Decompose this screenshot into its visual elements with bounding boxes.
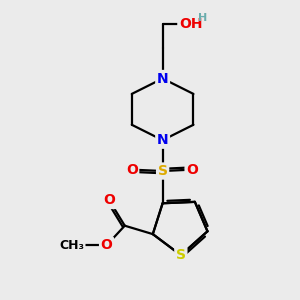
Text: S: S <box>158 164 168 178</box>
Text: N: N <box>157 71 168 85</box>
Text: CH₃: CH₃ <box>59 239 84 252</box>
Text: OH: OH <box>179 17 202 31</box>
Text: N: N <box>157 133 168 147</box>
Text: O: O <box>186 163 198 177</box>
Text: S: S <box>176 248 186 262</box>
Text: H: H <box>198 13 207 23</box>
Text: O: O <box>100 238 112 252</box>
Text: O: O <box>103 194 115 208</box>
Text: O: O <box>126 163 138 177</box>
